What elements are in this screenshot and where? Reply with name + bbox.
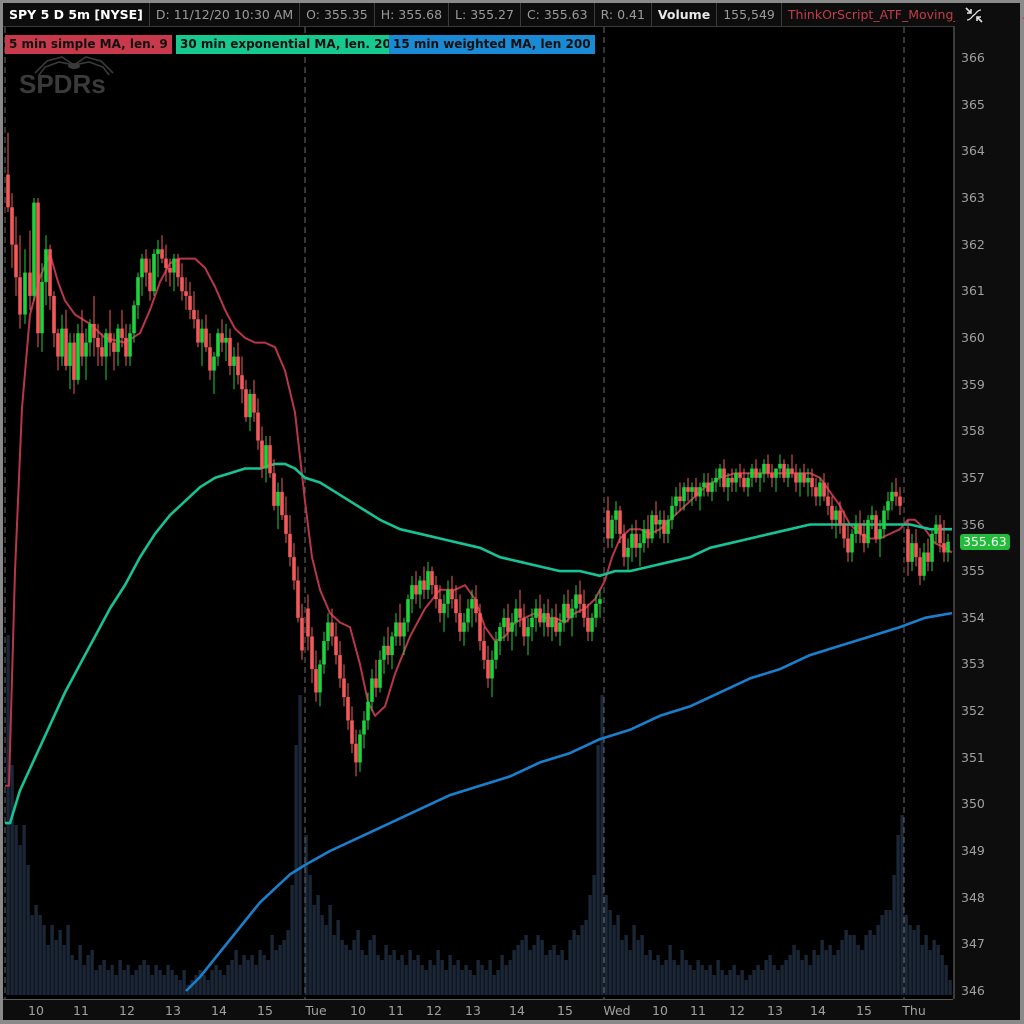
candlestick-chart	[4, 27, 953, 999]
time-tick-label: Thu	[902, 1003, 926, 1018]
high-readout: H: 355.68	[375, 3, 450, 26]
price-tick-label: 351	[961, 749, 985, 765]
time-axis[interactable]: 10 11 12 13 14 15 Tue 10 11 12 13 14 15 Wed 10 11 12 13 14…	[3, 999, 953, 1020]
time-tick-label: 11	[388, 1003, 404, 1018]
price-tick-label: 362	[961, 236, 985, 252]
ma-line-2	[185, 611, 953, 992]
time-tick-label: 13	[165, 1003, 181, 1018]
volume-readout: 155,549	[717, 3, 782, 26]
volume-label[interactable]: Volume	[652, 3, 718, 26]
time-tick-label: 13	[767, 1003, 783, 1018]
price-tick-label: 349	[961, 843, 985, 859]
price-tick-label: 353	[961, 656, 985, 672]
price-tick-label: 346	[961, 983, 985, 998]
symbol-label[interactable]: SPY 5 D 5m [NYSE]	[3, 3, 150, 26]
ma-line-0	[5, 252, 953, 787]
svg-text:SPDRs: SPDRs	[19, 69, 106, 98]
price-tick-label: 358	[961, 423, 985, 439]
price-tick-label: 347	[961, 936, 985, 952]
time-tick-label: 12	[729, 1003, 745, 1018]
price-tick-label: 361	[961, 283, 985, 299]
time-tick-label: Wed	[603, 1003, 631, 1018]
time-tick-label: 10	[28, 1003, 44, 1018]
time-tick-label: 14	[810, 1003, 826, 1018]
legend-sma[interactable]: 5 min simple MA, len. 9	[5, 35, 172, 54]
price-axis[interactable]: 366 365 364 363 362 361 360 359 358 357 356 355 354 3…	[953, 27, 1020, 999]
low-readout: L: 355.27	[449, 3, 521, 26]
spdrs-watermark-logo: SPDRs	[19, 56, 114, 98]
legend-wma[interactable]: 15 min weighted MA, len 200	[389, 35, 595, 54]
price-tick-label: 359	[961, 376, 985, 392]
price-tick-label: 360	[961, 329, 985, 345]
date-readout: D: 11/12/20 10:30 AM	[150, 3, 301, 26]
time-tick-label: 11	[690, 1003, 706, 1018]
time-tick-label: 10	[652, 1003, 668, 1018]
collapse-arrows-icon	[965, 7, 983, 23]
price-tick-label: 365	[961, 96, 985, 112]
price-tick-label: 350	[961, 796, 985, 812]
legend-ema[interactable]: 30 min exponential MA, len. 20	[176, 35, 395, 54]
time-tick-label: 12	[119, 1003, 135, 1018]
time-tick-label: 13	[465, 1003, 481, 1018]
close-readout: C: 355.63	[521, 3, 595, 26]
time-tick-label: 15	[856, 1003, 872, 1018]
time-tick-label: 11	[73, 1003, 89, 1018]
price-tick-label: 354	[961, 609, 985, 625]
collapse-panel-button[interactable]	[955, 3, 1020, 26]
price-plot-area[interactable]: SPDRs 5 min simple MA, len. 9 30 min exp…	[3, 27, 953, 999]
price-tick-label: 364	[961, 143, 985, 159]
chart-window: SPY 5 D 5m [NYSE] D: 11/12/20 10:30 AM O…	[3, 3, 1024, 1020]
price-tick-label: 363	[961, 189, 985, 205]
time-tick-label: 14	[211, 1003, 227, 1018]
price-tick-label: 357	[961, 469, 985, 485]
time-tick-label: 15	[257, 1003, 273, 1018]
time-tick-label: 10	[350, 1003, 366, 1018]
price-tick-label: 356	[961, 516, 985, 532]
open-readout: O: 355.35	[300, 3, 375, 26]
time-tick-label: 12	[426, 1003, 442, 1018]
range-readout: R: 0.41	[595, 3, 652, 26]
price-tick-label: 355	[961, 563, 985, 579]
price-tick-label: 348	[961, 889, 985, 905]
chart-header: SPY 5 D 5m [NYSE] D: 11/12/20 10:30 AM O…	[3, 3, 1024, 27]
time-tick-label: 14	[509, 1003, 525, 1018]
last-price-badge: 355.63	[960, 534, 1010, 550]
price-tick-label: 352	[961, 703, 985, 719]
time-tick-label: Tue	[305, 1003, 327, 1018]
time-tick-label: 15	[557, 1003, 573, 1018]
ma-line-1	[5, 462, 952, 825]
price-tick-label: 366	[961, 50, 985, 65]
